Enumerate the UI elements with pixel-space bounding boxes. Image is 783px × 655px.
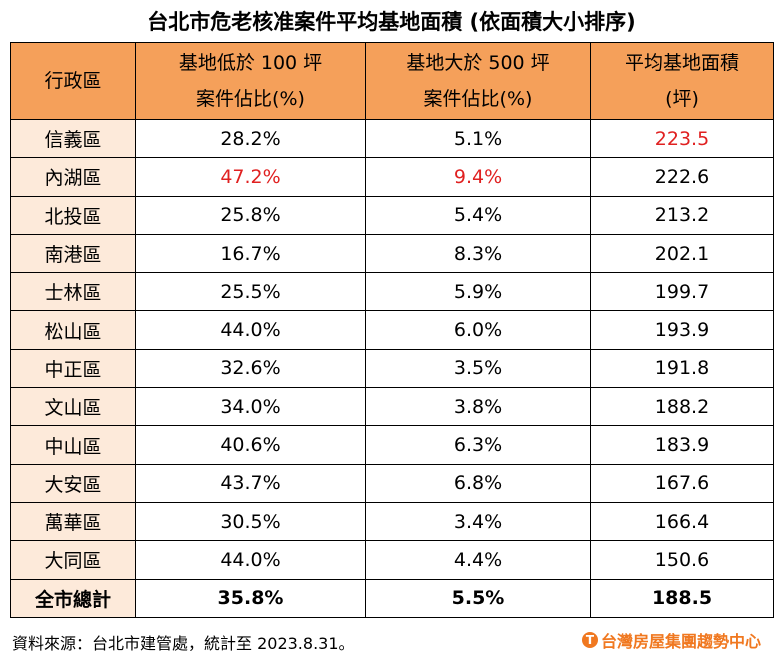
header-under100-line1: 基地低於 100 坪 bbox=[178, 52, 323, 74]
header-district: 行政區 bbox=[10, 42, 136, 120]
cell-over500: 5.4% bbox=[365, 195, 591, 235]
cell-district: 中山區 bbox=[10, 425, 136, 465]
header-avg: 平均基地面積 (坪) bbox=[590, 42, 774, 120]
cell-over500: 9.4% bbox=[365, 157, 591, 197]
logo: T 台灣房屋集團趨勢中心 bbox=[581, 628, 761, 652]
cell-under100: 25.5% bbox=[135, 272, 366, 312]
total-row: 全市總計 35.8% 5.5% 188.5 bbox=[10, 578, 774, 618]
table-row: 大安區 43.7% 6.8% 167.6 bbox=[10, 463, 774, 503]
header-avg-line1: 平均基地面積 bbox=[624, 52, 739, 74]
table-row: 內湖區 47.2% 9.4% 222.6 bbox=[10, 157, 774, 197]
cell-district: 中正區 bbox=[10, 348, 136, 389]
cell-under100: 30.5% bbox=[135, 501, 366, 542]
table-row: 文山區 34.0% 3.8% 188.2 bbox=[10, 387, 774, 427]
table-row: 士林區 25.5% 5.9% 199.7 bbox=[10, 272, 774, 312]
cell-over500: 3.4% bbox=[365, 501, 591, 542]
cell-district: 南港區 bbox=[10, 233, 136, 274]
cell-under100: 35.8% bbox=[135, 578, 366, 618]
cell-district: 松山區 bbox=[10, 310, 136, 350]
cell-over500: 5.5% bbox=[365, 578, 591, 618]
cell-district: 文山區 bbox=[10, 387, 136, 427]
cell-avg: 167.6 bbox=[590, 463, 774, 503]
header-avg-line2: (坪) bbox=[665, 88, 699, 110]
cell-district: 內湖區 bbox=[10, 157, 136, 197]
cell-over500: 4.4% bbox=[365, 540, 591, 580]
cell-over500: 8.3% bbox=[365, 233, 591, 274]
header-over500-line2: 案件佔比(%) bbox=[423, 88, 533, 110]
table-row: 中山區 40.6% 6.3% 183.9 bbox=[10, 425, 774, 465]
cell-over500: 5.1% bbox=[365, 118, 591, 159]
cell-under100: 44.0% bbox=[135, 540, 366, 580]
table-row: 萬華區 30.5% 3.4% 166.4 bbox=[10, 501, 774, 542]
cell-district: 大安區 bbox=[10, 463, 136, 503]
cell-avg: 150.6 bbox=[590, 540, 774, 580]
table-row: 中正區 32.6% 3.5% 191.8 bbox=[10, 348, 774, 389]
cell-avg: 223.5 bbox=[590, 118, 774, 159]
source-note: 資料來源：台北市建管處，統計至 2023.8.31。 bbox=[12, 634, 355, 653]
cell-over500: 3.5% bbox=[365, 348, 591, 389]
cell-over500: 5.9% bbox=[365, 272, 591, 312]
cell-avg: 202.1 bbox=[590, 233, 774, 274]
cell-over500: 6.8% bbox=[365, 463, 591, 503]
cell-under100: 32.6% bbox=[135, 348, 366, 389]
cell-over500: 6.3% bbox=[365, 425, 591, 465]
cell-district: 全市總計 bbox=[10, 578, 136, 618]
cell-under100: 40.6% bbox=[135, 425, 366, 465]
header-under100: 基地低於 100 坪案件佔比(%) bbox=[135, 42, 366, 120]
logo-text: 台灣房屋集團趨勢中心 bbox=[600, 632, 761, 651]
table-row: 南港區 16.7% 8.3% 202.1 bbox=[10, 233, 774, 274]
cell-under100: 43.7% bbox=[135, 463, 366, 503]
header-row: 行政區 基地低於 100 坪案件佔比(%) 基地大於 500 坪案件佔比(%) … bbox=[10, 42, 774, 120]
cell-under100: 44.0% bbox=[135, 310, 366, 350]
cell-avg: 166.4 bbox=[590, 501, 774, 542]
header-over500: 基地大於 500 坪案件佔比(%) bbox=[365, 42, 591, 120]
cell-avg: 213.2 bbox=[590, 195, 774, 235]
cell-under100: 28.2% bbox=[135, 118, 366, 159]
cell-avg: 222.6 bbox=[590, 157, 774, 197]
cell-avg: 188.5 bbox=[590, 578, 774, 618]
cell-under100: 47.2% bbox=[135, 157, 366, 197]
cell-avg: 193.9 bbox=[590, 310, 774, 350]
header-over500-line1: 基地大於 500 坪 bbox=[406, 52, 550, 74]
cell-district: 北投區 bbox=[10, 195, 136, 235]
cell-under100: 34.0% bbox=[135, 387, 366, 427]
cell-over500: 6.0% bbox=[365, 310, 591, 350]
cell-avg: 183.9 bbox=[590, 425, 774, 465]
cell-under100: 16.7% bbox=[135, 233, 366, 274]
table-row: 北投區 25.8% 5.4% 213.2 bbox=[10, 195, 774, 235]
area-table: 行政區 基地低於 100 坪案件佔比(%) 基地大於 500 坪案件佔比(%) … bbox=[10, 42, 774, 618]
table-row: 大同區 44.0% 4.4% 150.6 bbox=[10, 540, 774, 580]
table-title: 台北市危老核准案件平均基地面積 (依面積大小排序) bbox=[147, 10, 636, 34]
header-under100-line2: 案件佔比(%) bbox=[196, 88, 305, 110]
cell-district: 士林區 bbox=[10, 272, 136, 312]
table-row: 信義區 28.2% 5.1% 223.5 bbox=[10, 118, 774, 159]
cell-district: 萬華區 bbox=[10, 501, 136, 542]
cell-avg: 199.7 bbox=[590, 272, 774, 312]
cell-avg: 191.8 bbox=[590, 348, 774, 389]
cell-over500: 3.8% bbox=[365, 387, 591, 427]
cell-district: 信義區 bbox=[10, 118, 136, 159]
cell-avg: 188.2 bbox=[590, 387, 774, 427]
cell-under100: 25.8% bbox=[135, 195, 366, 235]
cell-district: 大同區 bbox=[10, 540, 136, 580]
taiwan-realty-logo-icon: T bbox=[581, 632, 598, 648]
table-row: 松山區 44.0% 6.0% 193.9 bbox=[10, 310, 774, 350]
